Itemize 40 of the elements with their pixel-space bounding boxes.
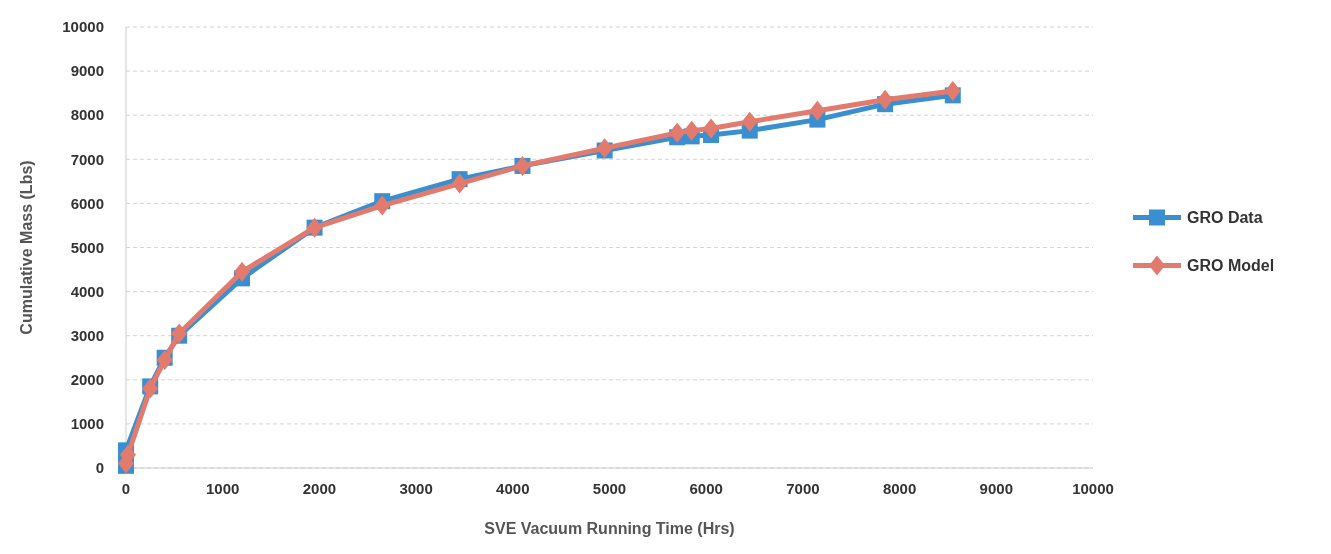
y-axis-title: Cumulative Mass (Lbs)	[18, 160, 35, 335]
x-tick-label: 1000	[206, 480, 240, 497]
point	[669, 122, 686, 143]
point	[171, 323, 188, 344]
point	[596, 138, 613, 159]
point	[741, 111, 758, 132]
legend-label: GRO Data	[1187, 209, 1263, 227]
x-tick-label: 2000	[302, 480, 337, 497]
x-tick-label: 4000	[496, 480, 530, 497]
y-tick-label: 5000	[70, 238, 104, 256]
y-tick-label: 0	[95, 459, 104, 477]
x-tick-label: 9000	[979, 480, 1013, 497]
x-tick-label: 5000	[592, 480, 627, 497]
x-axis-title: SVE Vacuum Running Time (Hrs)	[484, 520, 735, 537]
y-tick-label: 1000	[70, 415, 104, 433]
point	[234, 261, 251, 282]
y-tick-label: 9000	[70, 62, 104, 80]
x-tick-label: 8000	[882, 480, 917, 497]
point	[142, 378, 159, 399]
x-tick-label: 10000	[1072, 480, 1114, 497]
point	[809, 100, 826, 121]
point	[944, 80, 961, 101]
y-tick-label: 7000	[70, 150, 104, 168]
point	[683, 120, 700, 141]
y-tick-label: 10000	[62, 18, 104, 36]
x-tick-label: 7000	[786, 480, 820, 497]
y-tick-label: 3000	[70, 326, 104, 344]
legend-label: GRO Model	[1187, 257, 1275, 275]
point	[877, 89, 894, 110]
y-tick-label: 2000	[70, 371, 104, 389]
point	[703, 118, 720, 139]
x-tick-label: 3000	[399, 480, 433, 497]
x-tick-label: 6000	[689, 480, 723, 497]
y-tick-label: 4000	[70, 282, 104, 300]
x-tick-label: 0	[121, 480, 131, 497]
y-tick-label: 6000	[70, 194, 104, 212]
point	[156, 349, 173, 370]
point	[374, 195, 391, 216]
point	[451, 173, 468, 194]
y-tick-label: 8000	[70, 106, 104, 124]
